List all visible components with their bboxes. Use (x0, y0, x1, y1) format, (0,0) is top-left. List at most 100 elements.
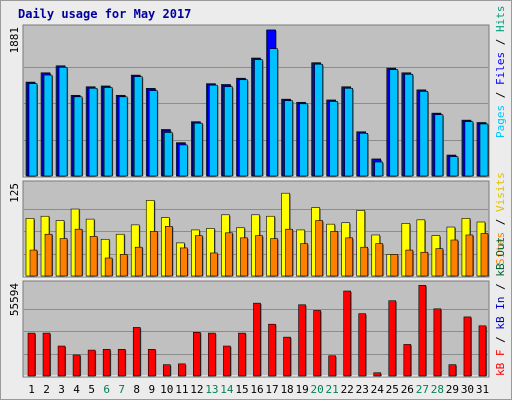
bar-sites-day-1 (29, 249, 38, 277)
bar-pages-day-18 (284, 100, 293, 177)
bar-sites-day-28 (435, 248, 444, 277)
bar-kbytes-day-7 (117, 348, 126, 377)
x-tick-label-day-12: 12 (190, 383, 203, 396)
bar-sites-day-9 (149, 231, 158, 277)
chart-title: Daily usage for May 2017 (18, 7, 192, 21)
bar-kbytes-day-9 (147, 348, 156, 377)
legend-bottom-part-1: / (494, 329, 507, 350)
legend-top-part-0: Pages (494, 104, 507, 138)
bar-pages-day-27 (419, 91, 429, 177)
bar-kbytes-day-3 (57, 345, 66, 377)
bar-sites-day-4 (74, 228, 83, 277)
x-tick-label-day-16: 16 (250, 383, 263, 396)
bar-sites-day-8 (134, 246, 143, 277)
bar-pages-day-7 (118, 96, 128, 177)
bar-pages-day-17 (269, 48, 278, 177)
x-tick-label-day-26: 26 (401, 383, 414, 396)
bar-kbytes-day-11 (178, 363, 186, 377)
bar-pages-day-2 (43, 74, 53, 177)
bar-pages-day-15 (239, 79, 248, 177)
legend-bottom-part-3: / (494, 276, 507, 297)
y-max-label-top: 1881 (8, 27, 21, 54)
bar-kbytes-day-25 (388, 300, 397, 377)
x-tick-label-day-27: 27 (416, 383, 429, 396)
x-tick-label-day-21: 21 (326, 383, 339, 396)
legend-middle-part-2: Visits (494, 172, 507, 212)
x-tick-label-day-2: 2 (43, 383, 50, 396)
bar-sites-day-7 (119, 254, 128, 277)
bar-pages-day-12 (194, 122, 203, 177)
bar-kbytes-day-28 (433, 308, 442, 377)
legend-bottom-part-2: kB In (494, 296, 507, 330)
legend-middle-part-1: / (494, 212, 507, 232)
bar-pages-day-4 (73, 96, 83, 177)
bar-kbytes-day-20 (313, 310, 321, 377)
legend-top-part-3: / (494, 32, 507, 52)
bar-kbytes-day-17 (268, 323, 276, 377)
bar-sites-day-26 (405, 249, 414, 277)
bar-sites-day-21 (330, 231, 338, 277)
bar-kbytes-day-10 (162, 364, 171, 377)
bar-sites-day-18 (285, 228, 293, 277)
x-tick-label-day-28: 28 (431, 383, 444, 396)
bar-kbytes-day-22 (343, 290, 351, 377)
legend-pages-files-hits: Pages / Files / Hits (494, 6, 507, 139)
x-tick-label-day-15: 15 (235, 383, 248, 396)
x-tick-label-day-5: 5 (88, 383, 95, 396)
x-tick-label-day-6: 6 (103, 383, 110, 396)
x-tick-label-day-24: 24 (371, 383, 385, 396)
bar-pages-day-31 (479, 123, 489, 177)
bar-sites-day-6 (104, 257, 113, 277)
legend-bottom-part-4: kB Out (494, 236, 507, 277)
x-tick-label-day-31: 31 (476, 383, 489, 396)
bar-pages-day-23 (359, 133, 369, 177)
x-tick-label-day-4: 4 (73, 383, 80, 396)
bar-pages-day-8 (133, 76, 143, 177)
x-tick-label-day-25: 25 (386, 383, 399, 396)
bar-pages-day-6 (103, 87, 113, 177)
bar-pages-day-28 (434, 114, 444, 177)
bar-sites-day-17 (270, 238, 278, 277)
bar-pages-day-22 (344, 87, 353, 177)
bar-kbytes-day-19 (298, 304, 306, 377)
bar-kbytes-day-6 (102, 348, 111, 377)
x-tick-label-day-14: 14 (220, 383, 234, 396)
bar-kbytes-day-14 (223, 345, 231, 377)
bar-kbytes-day-1 (27, 332, 36, 377)
x-tick-label-day-11: 11 (175, 383, 188, 396)
bars-layer (25, 29, 489, 377)
bar-pages-day-10 (163, 132, 173, 177)
bar-kbytes-day-4 (72, 354, 81, 377)
x-tick-label-day-7: 7 (118, 383, 125, 396)
legend-kbytes: kB F / kB In / kB Out (494, 237, 507, 376)
bar-sites-day-24 (375, 243, 384, 277)
bar-sites-day-27 (420, 251, 429, 277)
bar-pages-day-5 (88, 87, 98, 177)
bar-pages-day-20 (314, 63, 323, 177)
bar-sites-day-2 (44, 233, 53, 277)
bar-pages-day-25 (389, 69, 399, 177)
bar-pages-day-26 (404, 74, 414, 177)
x-tick-label-day-22: 22 (341, 383, 354, 396)
bar-kbytes-day-24 (373, 372, 382, 377)
x-tick-label-day-13: 13 (205, 383, 218, 396)
bar-kbytes-day-13 (208, 332, 216, 377)
bar-pages-day-16 (254, 59, 263, 177)
bar-kbytes-day-31 (478, 325, 487, 377)
bar-sites-day-25 (390, 254, 399, 277)
bar-pages-day-3 (58, 67, 68, 177)
x-tick-label-day-9: 9 (148, 383, 155, 396)
bar-kbytes-day-30 (463, 316, 472, 377)
legend-bottom-part-0: kB F (494, 349, 507, 377)
bar-kbytes-day-5 (87, 349, 96, 377)
bar-pages-day-11 (179, 144, 188, 177)
bar-pages-day-13 (209, 84, 218, 177)
bar-kbytes-day-16 (253, 302, 261, 377)
bar-kbytes-day-29 (448, 364, 457, 377)
bar-pages-day-21 (329, 101, 338, 177)
x-tick-label-day-23: 23 (356, 383, 369, 396)
bar-sites-day-16 (255, 235, 263, 277)
bar-sites-day-23 (360, 246, 369, 277)
